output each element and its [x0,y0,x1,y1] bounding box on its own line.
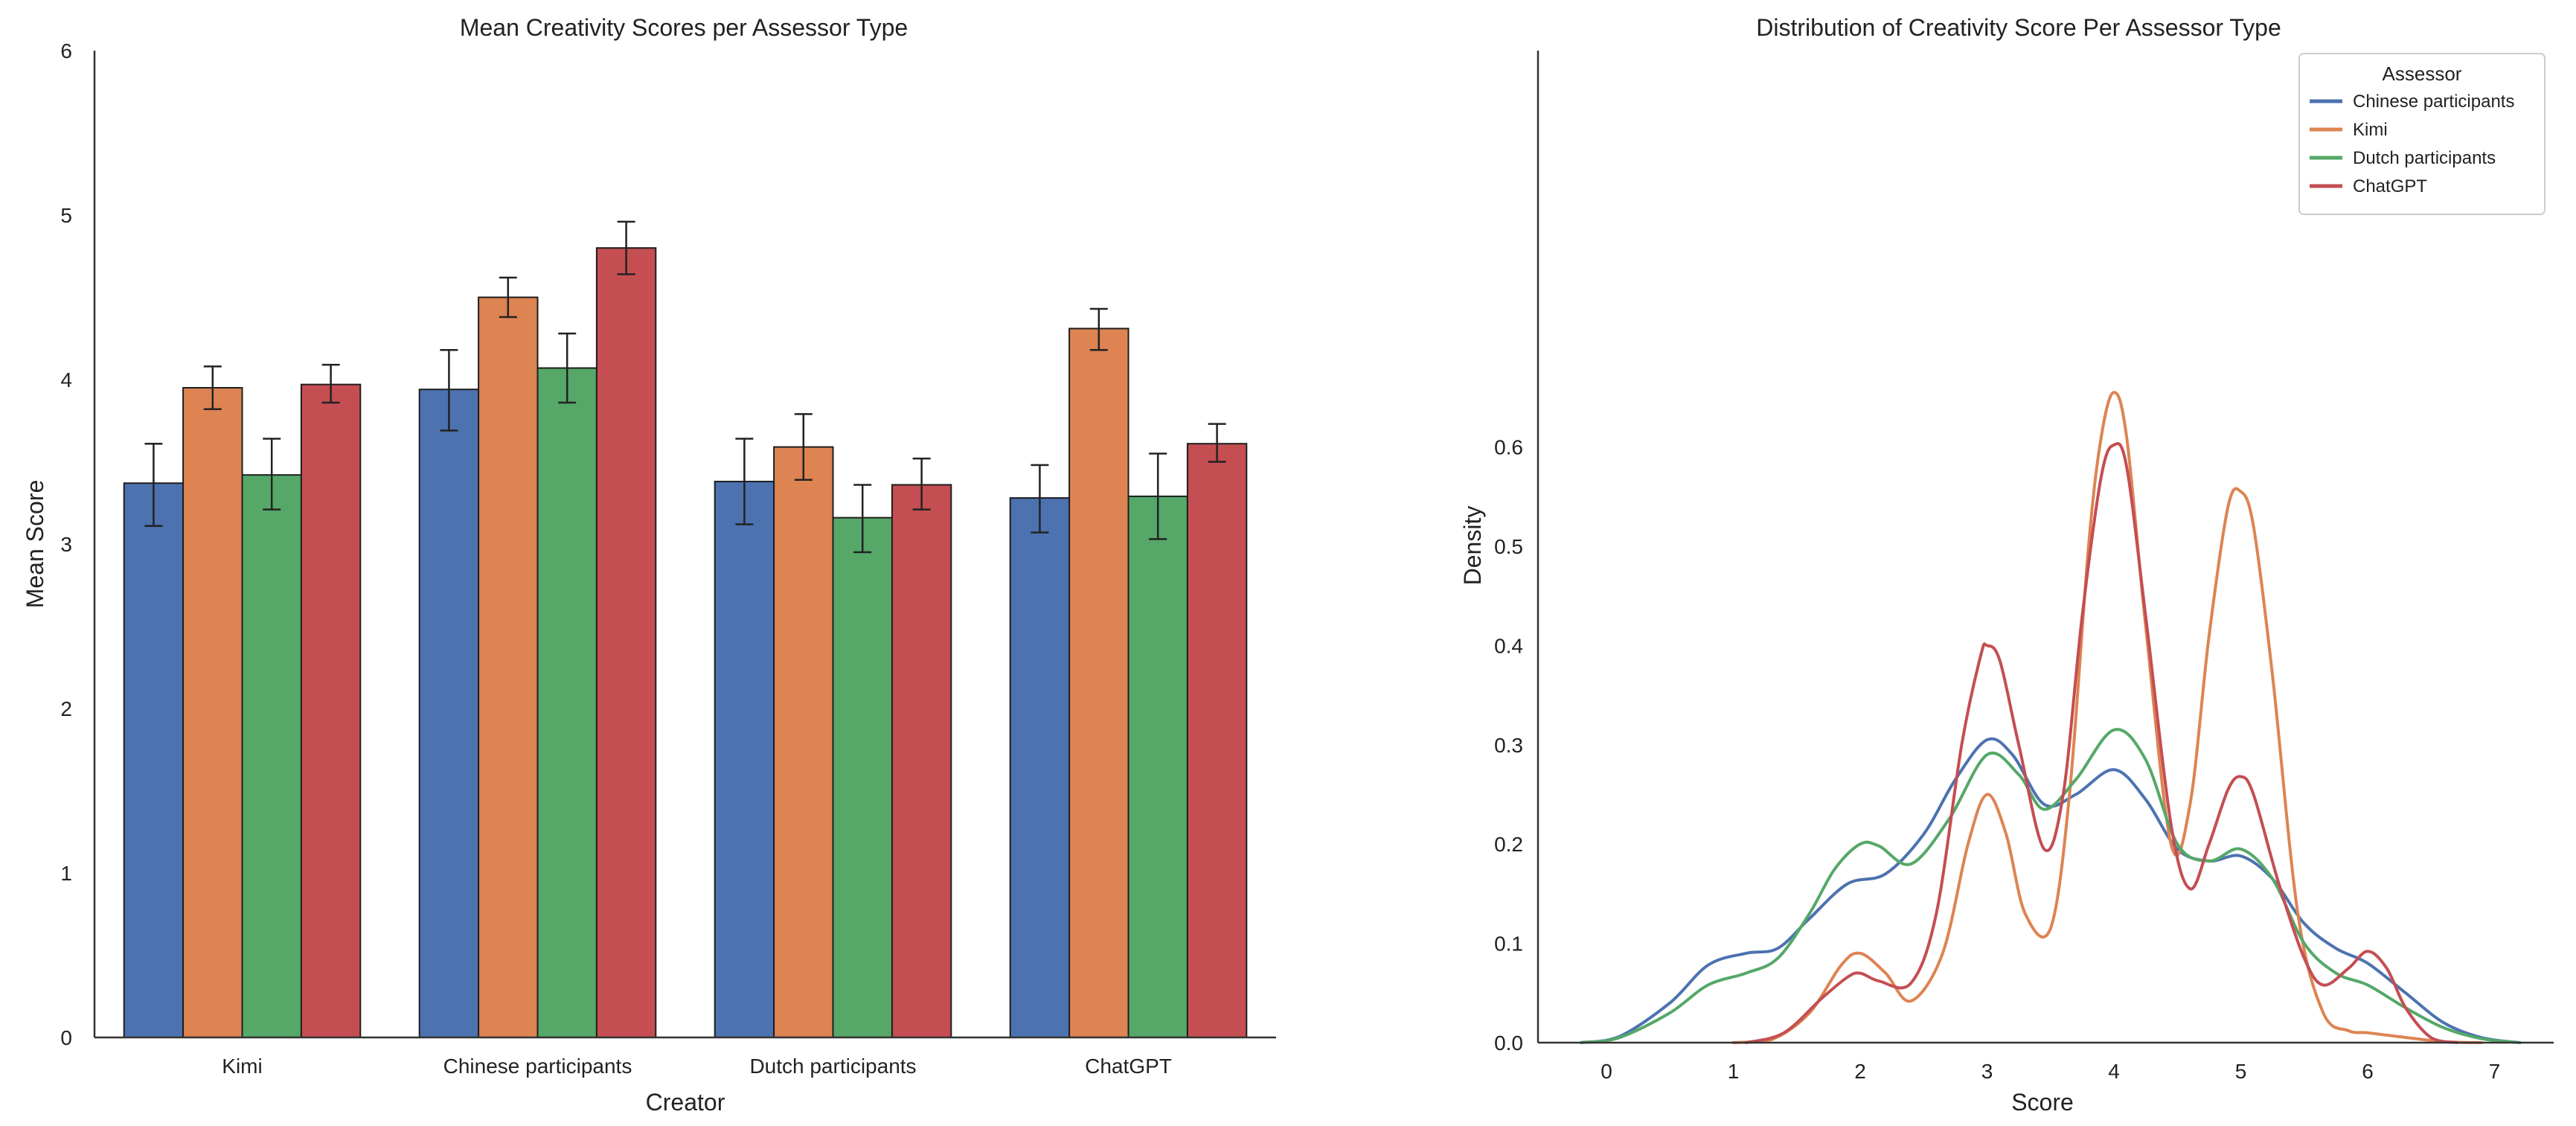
bar-chart: Mean Creativity Scores per Assessor Type… [22,14,1276,1116]
bar [595,247,657,1039]
bar-x-ticks: Kimi Chinese participants Dutch participan… [222,1055,1172,1078]
bar-x-axis-label: Creator [646,1089,725,1116]
bar-y-tick-label: 5 [60,204,72,227]
density-x-tick-label: 3 [1981,1060,1993,1083]
density-y-tick-label: 0.3 [1494,734,1523,757]
bar-y-tick-label: 2 [60,697,72,720]
density-x-axis-label: Score [2011,1089,2074,1116]
bar [773,446,834,1038]
bar-y-ticks: 0 1 2 3 4 5 6 [60,39,72,1049]
density-y-tick-label: 0.6 [1494,436,1523,459]
density-x-tick-label: 1 [1728,1060,1740,1083]
legend-entry-label: Chinese participants [2353,92,2514,112]
bar-y-tick-label: 6 [60,39,72,63]
density-line [1579,728,2522,1044]
bar-x-tick-label: ChatGPT [1085,1055,1172,1078]
bar-y-tick-label: 1 [60,862,72,885]
bar-y-axis-label: Mean Score [22,480,48,609]
density-x-tick-label: 6 [2362,1060,2374,1083]
bar-y-tick-label: 0 [60,1026,72,1049]
bar-y-tick-label: 4 [60,368,72,391]
density-y-axis-label: Density [1459,506,1486,586]
bar [1068,327,1130,1038]
density-x-tick-label: 2 [1854,1060,1866,1083]
legend: Assessor Chinese participants Kimi Dutch p… [2298,53,2545,215]
legend-entry-label: ChatGPT [2353,176,2427,196]
bar [1127,495,1188,1038]
density-y-tick-label: 0.1 [1494,933,1523,956]
bar [241,474,302,1038]
bar-x-tick-label: Kimi [222,1055,262,1078]
density-line [1731,391,2484,1044]
density-x-tick-label: 4 [2108,1060,2120,1083]
density-chart: Distribution of Creativity Score Per Ass… [1459,14,2554,1116]
density-x-tick-label: 7 [2489,1060,2501,1083]
bar [123,482,185,1038]
bar [182,387,243,1038]
bar [536,367,597,1038]
density-plot-area [1579,391,2522,1044]
density-x-tick-label: 0 [1601,1060,1612,1083]
legend-entry-label: Dutch participants [2353,148,2496,168]
density-y-tick-label: 0.0 [1494,1031,1523,1055]
bar [714,481,775,1038]
density-x-ticks: 0 1 2 3 4 5 6 7 [1601,1060,2500,1083]
density-y-ticks: 0.0 0.1 0.2 0.3 0.4 0.5 0.6 [1494,436,1523,1055]
density-chart-title: Distribution of Creativity Score Per Ass… [1756,14,2281,41]
bar-chart-title: Mean Creativity Scores per Assessor Type [460,14,908,41]
density-y-tick-label: 0.4 [1494,634,1523,657]
bar-x-tick-label: Chinese participants [443,1055,632,1078]
bar-y-tick-label: 3 [60,533,72,556]
density-y-tick-label: 0.5 [1494,535,1523,558]
bar-plot-area [123,220,1248,1039]
legend-entries: Chinese participants Kimi Dutch participan… [2310,92,2514,196]
bar [300,383,362,1038]
legend-entry-label: Kimi [2353,120,2388,140]
density-y-tick-label: 0.2 [1494,833,1523,856]
bar [418,388,480,1038]
bar [1186,443,1248,1038]
density-line [1744,442,2458,1044]
bar [478,296,539,1038]
density-x-tick-label: 5 [2235,1060,2247,1083]
legend-title: Assessor [2383,63,2462,85]
bar-x-tick-label: Dutch participants [749,1055,916,1078]
legend-box [2298,53,2545,215]
bar [832,516,893,1038]
density-line [1579,737,2522,1044]
bar [891,484,952,1038]
bar [1009,497,1071,1038]
